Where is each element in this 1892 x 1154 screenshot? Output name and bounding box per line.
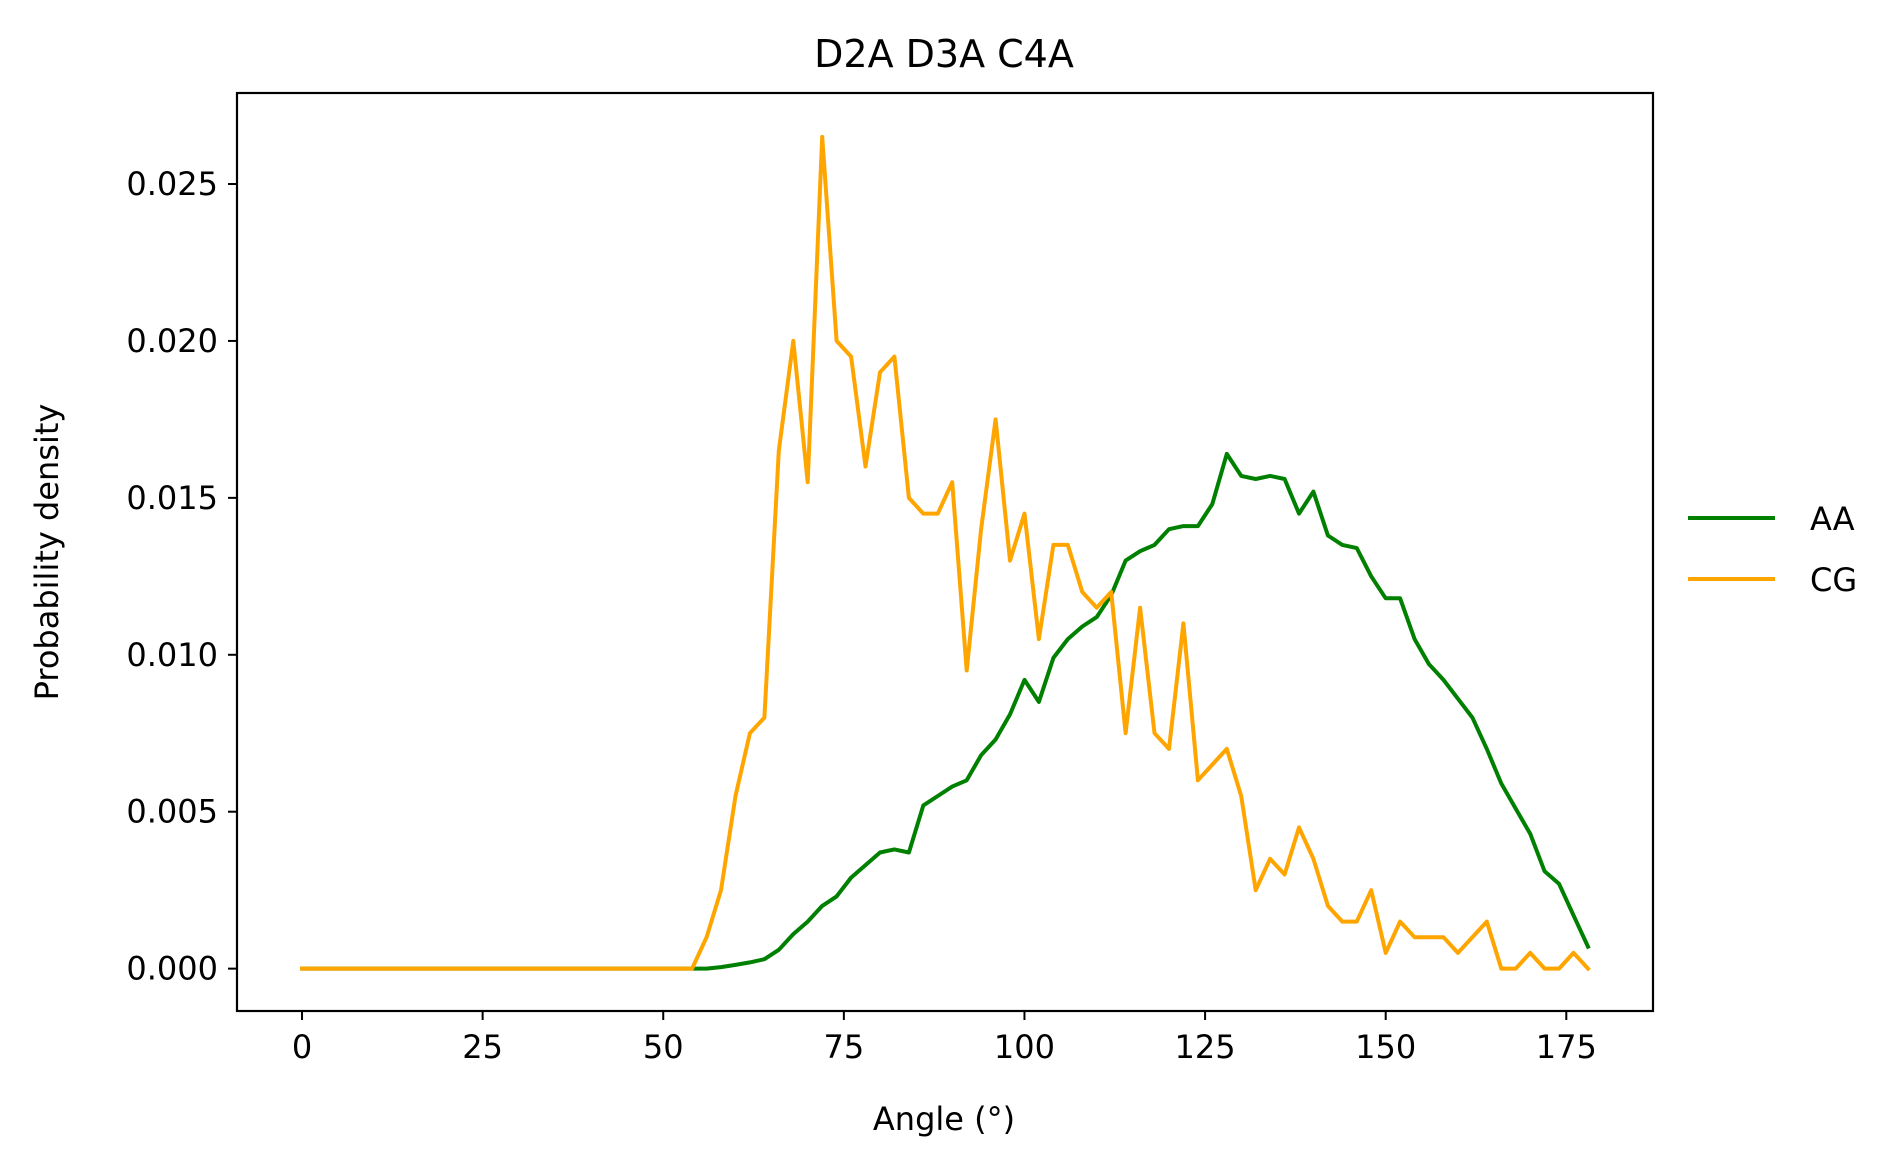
x-tick-label: 125	[1175, 1028, 1236, 1066]
plot-frame	[235, 91, 1655, 1013]
x-tick-label: 0	[292, 1028, 312, 1066]
y-tick-label: 0.025	[126, 165, 218, 203]
x-tick-label: 50	[643, 1028, 684, 1066]
series-line-cg	[300, 134, 1591, 972]
y-tick-label: 0.015	[126, 479, 218, 517]
chart-title: D2A D3A C4A	[814, 32, 1074, 76]
legend-label-cg: CG	[1810, 561, 1857, 599]
y-tick-label: 0.000	[126, 950, 218, 988]
legend: AA CG	[1688, 500, 1857, 599]
y-tick-label: 0.020	[126, 322, 218, 360]
plot-area	[300, 134, 1591, 972]
series-line-aa	[300, 451, 1591, 971]
x-tick-label: 25	[462, 1028, 503, 1066]
x-tick-label: 175	[1536, 1028, 1597, 1066]
x-tick-label: 150	[1355, 1028, 1416, 1066]
x-tick-label: 75	[823, 1028, 864, 1066]
x-tick-label: 100	[994, 1028, 1055, 1066]
legend-label-aa: AA	[1810, 500, 1855, 538]
y-tick-label: 0.005	[126, 793, 218, 831]
x-axis-label: Angle (°)	[873, 1100, 1015, 1138]
x-axis: 0 25 50 75 100 125 150 175	[292, 1011, 1597, 1066]
y-tick-label: 0.010	[126, 636, 218, 674]
y-axis: 0.000 0.005 0.010 0.015 0.020 0.025	[126, 165, 237, 988]
y-axis-label: Probability density	[28, 404, 66, 701]
